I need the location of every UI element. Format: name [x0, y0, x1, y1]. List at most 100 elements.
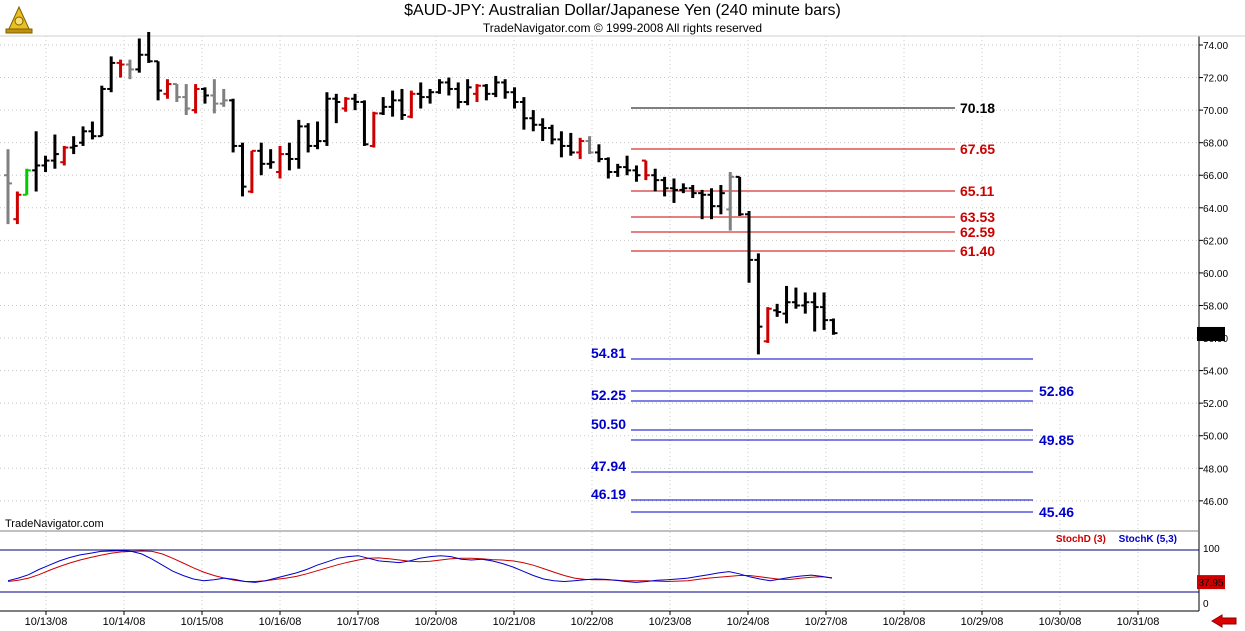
resistance-level-label: 70.18: [960, 100, 995, 116]
ohlc-bar: [50, 134, 59, 169]
ohlc-bar: [210, 79, 219, 114]
ohlc-bar: [501, 79, 510, 99]
ohlc-bar: [294, 119, 303, 169]
ohlc-bar: [69, 136, 78, 155]
y-tick-label: 58.00: [1203, 301, 1228, 312]
resistance-level-label: 62.59: [960, 224, 995, 240]
ohlc-bar: [60, 145, 69, 166]
ohlc-bar: [154, 60, 163, 101]
ohlc-bar: [229, 98, 238, 153]
x-tick-label: 10/30/08: [1039, 616, 1082, 628]
ohlc-bar: [182, 84, 191, 116]
ohlc-bar: [379, 97, 388, 116]
x-tick-label: 10/28/08: [883, 616, 926, 628]
ohlc-bar: [473, 84, 481, 102]
x-tick-label: 10/14/08: [103, 616, 146, 628]
support-level-label: 47.94: [591, 458, 626, 474]
chart-header: $AUD-JPY: Australian Dollar/Japanese Yen…: [0, 0, 1245, 36]
ohlc-bar: [454, 82, 463, 109]
x-tick-label: 10/22/08: [571, 616, 614, 628]
ohlc-bar: [491, 75, 500, 98]
ohlc-bar: [416, 82, 425, 109]
ohlc-bar: [782, 285, 791, 324]
y-tick-label: 54.00: [1203, 367, 1228, 378]
ohlc-bar: [538, 118, 547, 142]
ohlc-bar: [369, 111, 378, 148]
ohlc-bar: [482, 84, 491, 101]
x-tick-label: 10/16/08: [259, 616, 302, 628]
ohlc-bar: [397, 88, 406, 120]
ohlc-bar: [88, 121, 97, 140]
scroll-left-arrow-icon[interactable]: [1211, 614, 1237, 628]
ohlc-bar: [238, 142, 247, 197]
x-tick-label: 10/17/08: [337, 616, 380, 628]
support-level-label: 49.85: [1039, 432, 1074, 448]
support-level-label: 54.81: [591, 345, 626, 361]
ohlc-bar: [585, 136, 594, 155]
ohlc-bar: [32, 131, 41, 192]
ohlc-bar: [200, 87, 209, 104]
ohlc-bar: [829, 318, 838, 335]
ohlc-bar: [791, 287, 800, 309]
ohlc-bar: [125, 59, 134, 80]
ohlc-bar: [660, 176, 669, 197]
resistance-level-label: 61.40: [960, 243, 995, 259]
grid-lines: [0, 36, 1199, 611]
support-level-label: 50.50: [591, 416, 626, 432]
ohlc-bar: [22, 168, 31, 196]
y-tick-label: 48.00: [1203, 464, 1228, 475]
ohlc-bar: [519, 97, 528, 130]
ohlc-bar: [632, 165, 641, 182]
support-level-label: 52.25: [591, 387, 626, 403]
x-tick-label: 10/29/08: [961, 616, 1004, 628]
stochastic-panel: 100 0 37.95: [0, 544, 1225, 610]
ohlc-bar: [107, 56, 116, 93]
y-tick-label: 46.00: [1203, 497, 1228, 508]
ohlc-bar: [79, 126, 88, 146]
ohlc-bar: [510, 87, 519, 109]
stochd-series-line: [7, 550, 833, 583]
ohlc-bar: [707, 188, 716, 220]
ohlc-bar: [754, 253, 763, 355]
ohlc-bar: [604, 157, 613, 179]
x-tick-label: 10/27/08: [805, 616, 848, 628]
ohlc-bar: [97, 85, 106, 138]
stochk-legend-label: StochK (5,3): [1118, 534, 1177, 545]
support-level-label: 52.86: [1039, 383, 1074, 399]
ohlc-bar: [726, 171, 735, 231]
resistance-level-label: 67.65: [960, 141, 995, 157]
stochk-series-line: [7, 550, 833, 583]
ohlc-bar: [463, 79, 472, 106]
x-tick-label: 10/24/08: [727, 616, 770, 628]
ohlc-bar: [820, 292, 829, 330]
ohlc-bar: [351, 93, 360, 111]
ohlc-bar: [669, 178, 678, 203]
stoch-axis-0-label: 0: [1203, 599, 1209, 610]
x-axis-ticks: 10/13/08 10/14/08 10/15/08 10/16/08 10/17/08…: [25, 611, 1159, 628]
ohlc-bar: [304, 123, 313, 153]
watermark-text: TradeNavigator.com: [5, 518, 104, 530]
ohlc-bar: [426, 88, 435, 104]
ohlc-bar: [763, 307, 772, 343]
ohlc-bar: [407, 90, 416, 119]
stoch-axis-100-label: 100: [1203, 544, 1220, 555]
x-tick-label: 10/13/08: [25, 616, 68, 628]
x-tick-label: 10/21/08: [493, 616, 536, 628]
x-tick-label: 10/15/08: [181, 616, 224, 628]
y-tick-label: 52.00: [1203, 399, 1228, 410]
y-tick-label: 62.00: [1203, 236, 1228, 247]
resistance-level-label: 63.53: [960, 209, 995, 225]
stoch-last-value-label: 37.95: [1198, 578, 1223, 589]
y-tick-label: 68.00: [1203, 139, 1228, 150]
ohlc-bar: [388, 90, 397, 117]
ohlc-bar: [257, 142, 266, 176]
ohlc-bar: [698, 189, 707, 220]
ohlc-bar: [548, 124, 557, 145]
ohlc-bar: [116, 59, 125, 78]
ohlc-bar: [623, 155, 632, 176]
ohlc-bar: [435, 79, 444, 94]
ohlc-bar: [322, 92, 331, 146]
stoch-last-value-box: [1197, 575, 1225, 590]
